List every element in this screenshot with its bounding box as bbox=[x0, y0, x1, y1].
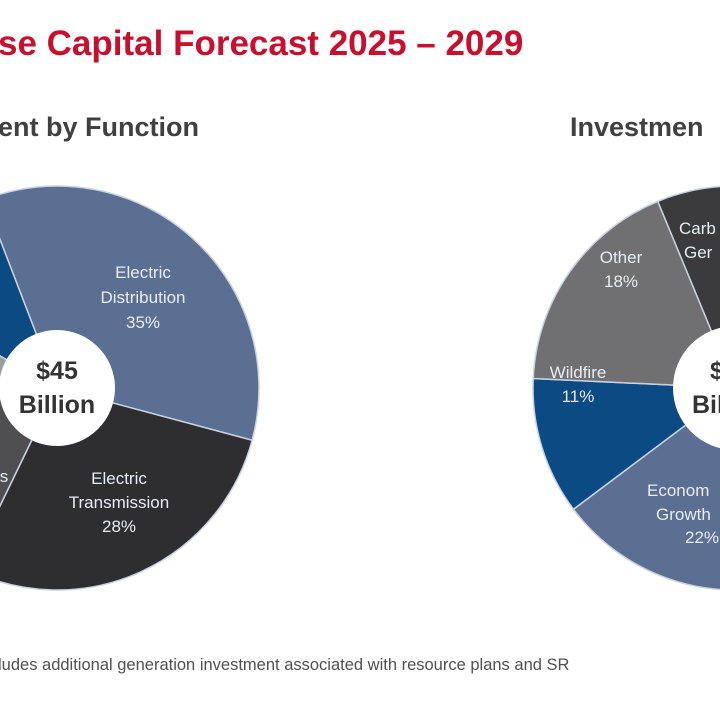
slice-label-carbon-1: Carb bbox=[679, 219, 716, 238]
donut-slice bbox=[532, 377, 720, 511]
donut-hole bbox=[673, 327, 720, 449]
slice-label-distribution-pct: 35% bbox=[126, 313, 160, 332]
right-chart-title: Investmen bbox=[570, 112, 704, 142]
slice-label-economic: Econom bbox=[647, 481, 709, 500]
donut-slice bbox=[532, 200, 720, 389]
slice-label-partial: s bbox=[0, 467, 8, 486]
slice-label-transmission-2: Transmission bbox=[69, 493, 169, 512]
investment-donut bbox=[532, 185, 720, 591]
donut-hole bbox=[0, 330, 115, 446]
donut-slice bbox=[572, 398, 720, 591]
center-label-unit-right: Bil bbox=[692, 391, 720, 419]
center-label-amount-right: $ bbox=[710, 357, 720, 385]
slice-label-carbon-2: Ger bbox=[684, 243, 713, 262]
slice-label-economic-pct: 22% bbox=[685, 528, 719, 547]
footnote: ludes additional generation investment a… bbox=[0, 656, 570, 674]
slice-label-wildfire: Wildfire bbox=[550, 363, 607, 382]
slice-label-wildfire-pct: 11% bbox=[562, 387, 595, 406]
page-title: se Capital Forecast 2025 – 2029 bbox=[0, 24, 524, 63]
slice-label-other-pct: 18% bbox=[604, 272, 638, 291]
slice-label-distribution-2: Distribution bbox=[100, 288, 185, 307]
slice-label-transmission-1: Electric bbox=[91, 469, 147, 488]
slice-label-other: Other bbox=[600, 248, 643, 267]
left-chart-title: ent by Function bbox=[0, 112, 199, 142]
slice-label-growth: Growth bbox=[656, 505, 711, 524]
slice-label-distribution-1: Electric bbox=[115, 263, 171, 282]
donut-slice bbox=[656, 185, 720, 354]
center-label-amount: $45 bbox=[36, 357, 78, 385]
function-donut bbox=[0, 185, 260, 591]
slice-label-transmission-pct: 28% bbox=[102, 517, 136, 536]
center-label-unit: Billion bbox=[19, 391, 95, 419]
